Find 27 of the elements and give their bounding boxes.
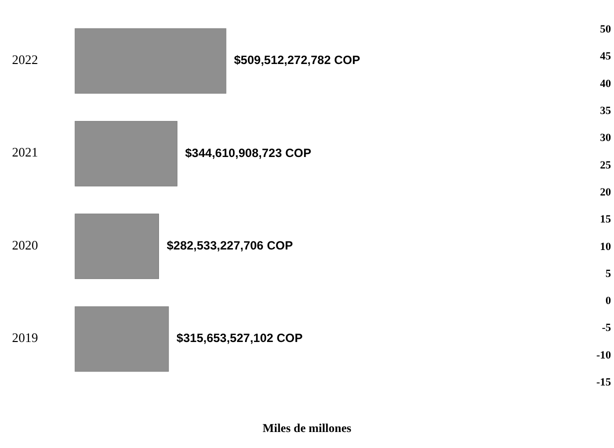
x-axis-title: Miles de millones: [262, 421, 352, 435]
y2-tick-label: 20: [600, 186, 612, 198]
y-tick-label: 2019: [12, 330, 38, 346]
y2-tick-label: 10: [600, 240, 612, 253]
y2-tick-label: -5: [602, 322, 612, 334]
y-tick-label: 2021: [12, 144, 38, 160]
data-label: $282,533,227,706 COP: [166, 238, 293, 253]
y2-tick-label: 25: [600, 159, 612, 172]
y2-tick-label: 35: [600, 104, 612, 117]
y2-tick-label: 45: [600, 50, 612, 63]
y2-tick-label: 15: [600, 214, 612, 226]
bar: [74, 214, 159, 280]
y-tick-label: 2020: [12, 237, 38, 252]
y-tick-label: 2022: [12, 52, 38, 67]
y2-tick-label: 50: [600, 24, 612, 36]
y2-tick-label: 5: [606, 268, 612, 280]
bar: [74, 28, 226, 94]
data-label: $315,653,527,102 COP: [176, 331, 303, 346]
y2-tick-label: 0: [606, 295, 612, 308]
bar: [74, 306, 169, 372]
data-label: $509,512,272,782 COP: [234, 53, 360, 68]
bar: [74, 120, 178, 186]
y2-tick-label: -10: [596, 349, 612, 362]
data-label: $344,610,908,723 COP: [185, 146, 312, 160]
y2-tick-label: 40: [600, 78, 612, 90]
y2-tick-label: -15: [596, 376, 612, 389]
y2-tick-label: 30: [600, 132, 612, 144]
